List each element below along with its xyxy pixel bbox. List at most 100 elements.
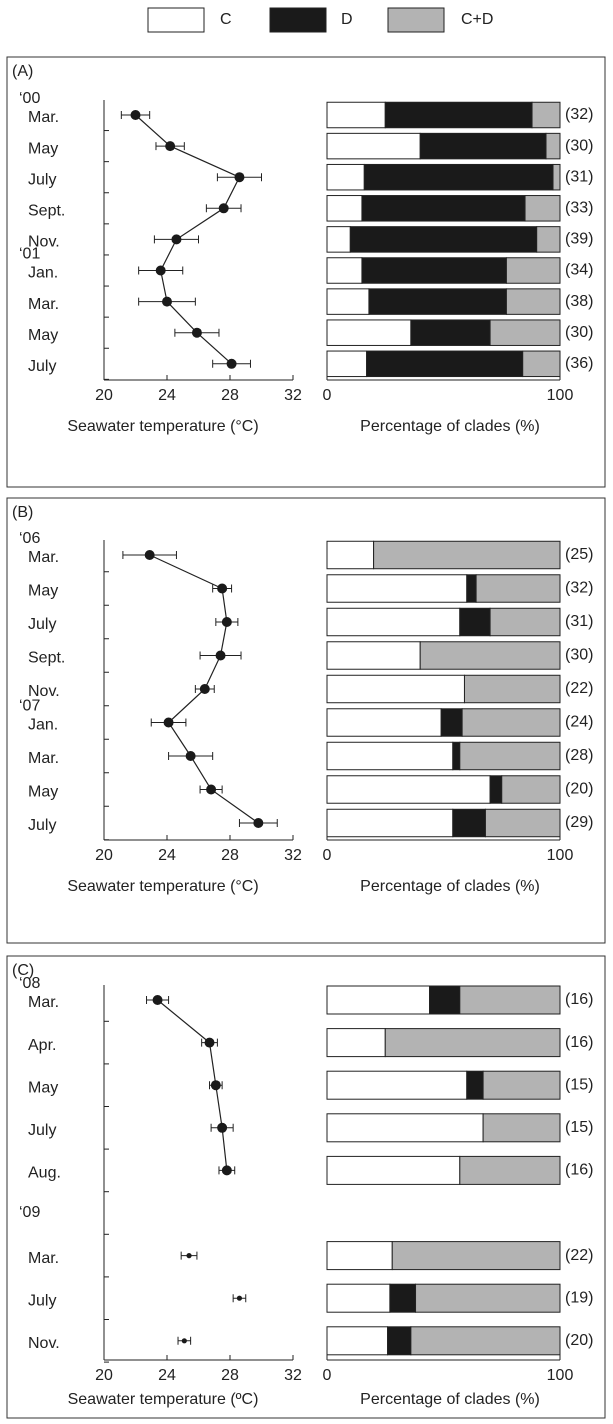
category-label: Sept.: [28, 650, 65, 667]
clade-bar: [489, 607, 561, 637]
clade-bar: [361, 257, 507, 284]
category-label: May: [28, 1079, 58, 1096]
x-tick-label: 28: [221, 847, 239, 864]
clade-bar: [326, 641, 421, 670]
temperature-dot: [236, 1295, 243, 1301]
sample-size: (39): [565, 231, 593, 248]
category-label: Sept.: [28, 203, 65, 220]
clade-bar: [326, 808, 454, 838]
legend-swatch: [147, 7, 205, 33]
clade-bar: [466, 1070, 484, 1100]
clade-bar: [368, 288, 507, 315]
clade-bar: [326, 1241, 393, 1271]
clade-bar: [489, 319, 561, 346]
clade-bar: [326, 985, 431, 1015]
category-label: July: [28, 1122, 56, 1139]
sample-size: (16): [565, 1162, 593, 1179]
temperature-dot: [215, 650, 226, 661]
clade-bar: [326, 574, 468, 603]
x-tick-label: 24: [158, 387, 176, 404]
temperature-dot: [210, 1080, 221, 1091]
x-tick-label: 32: [284, 387, 302, 404]
category-label: Jan.: [28, 717, 58, 734]
legend-label: C: [220, 11, 232, 28]
year-label: ‘00: [19, 90, 40, 107]
x-tick-label: 100: [547, 387, 574, 404]
clade-bar: [536, 226, 561, 253]
clade-bar: [522, 350, 561, 378]
temperature-dot: [221, 617, 232, 627]
sample-size: (32): [565, 580, 593, 597]
temperature-dot: [217, 583, 228, 594]
category-label: Nov.: [28, 234, 60, 251]
panel-label: (A): [12, 63, 33, 80]
clade-bar: [389, 1283, 417, 1313]
clade-bar: [505, 257, 561, 284]
clade-bar: [326, 1070, 468, 1100]
temperature-dot: [162, 296, 172, 307]
x-tick-label: 28: [221, 387, 239, 404]
clade-bar: [452, 741, 461, 771]
temperature-dot: [253, 818, 264, 828]
sample-size: (20): [565, 781, 593, 798]
panel-frame: [6, 56, 606, 488]
clade-bar: [326, 1283, 391, 1313]
x-axis-title: Seawater temperature (°C): [67, 418, 258, 435]
legend-swatch: [387, 7, 445, 33]
clade-bar: [552, 163, 561, 191]
clade-bar: [466, 574, 477, 603]
clade-bar: [326, 350, 368, 378]
clade-bar: [440, 708, 463, 737]
x-tick-label: 24: [158, 1367, 176, 1384]
clade-bar: [410, 1326, 561, 1356]
clade-bar: [349, 226, 538, 253]
clade-bar: [531, 101, 561, 129]
x-tick-label: 0: [323, 387, 332, 404]
x-tick-label: 100: [547, 1367, 574, 1384]
clade-bar: [482, 1113, 561, 1143]
clade-bar: [524, 195, 561, 222]
clade-bar: [482, 1070, 561, 1100]
temperature-dot: [221, 1165, 232, 1176]
temperature-dot: [206, 784, 217, 795]
clade-bar: [326, 101, 386, 129]
x-tick-label: 32: [284, 1367, 302, 1384]
clade-bar: [459, 741, 561, 771]
temperature-dot: [218, 203, 229, 214]
clade-bar: [366, 350, 524, 378]
clade-bar: [410, 319, 491, 346]
category-label: Mar.: [28, 109, 59, 126]
clade-bar: [384, 1028, 561, 1058]
category-label: Nov.: [28, 683, 60, 700]
clade-bar: [326, 1326, 389, 1356]
clade-bar: [463, 674, 561, 704]
clade-bar: [452, 808, 486, 838]
clade-bar: [326, 708, 442, 737]
panel-label: (B): [12, 504, 33, 521]
clade-bar: [326, 226, 351, 253]
clade-bar: [373, 540, 561, 570]
temperature-dot: [152, 995, 163, 1005]
legend-label: D: [341, 11, 353, 28]
x-tick-label: 20: [95, 1367, 113, 1384]
clade-bar: [326, 674, 465, 704]
sample-size: (31): [565, 168, 593, 185]
sample-size: (29): [565, 814, 593, 831]
x-axis-title: Percentage of clades (%): [360, 1391, 540, 1408]
sample-size: (30): [565, 137, 593, 154]
clade-bar: [326, 319, 412, 346]
category-label: July: [28, 616, 56, 633]
clade-bar: [326, 195, 363, 222]
sample-size: (36): [565, 355, 593, 372]
sample-size: (16): [565, 1034, 593, 1051]
category-label: Mar.: [28, 549, 59, 566]
sample-size: (15): [565, 1076, 593, 1093]
clade-bar: [326, 1155, 461, 1185]
clade-bar: [545, 132, 561, 160]
sample-size: (22): [565, 1247, 593, 1264]
clade-bar: [505, 288, 561, 315]
category-label: July: [28, 171, 56, 188]
legend-swatch: [269, 7, 327, 33]
x-axis-title: Seawater temperature (°C): [67, 878, 258, 895]
sample-size: (30): [565, 647, 593, 664]
